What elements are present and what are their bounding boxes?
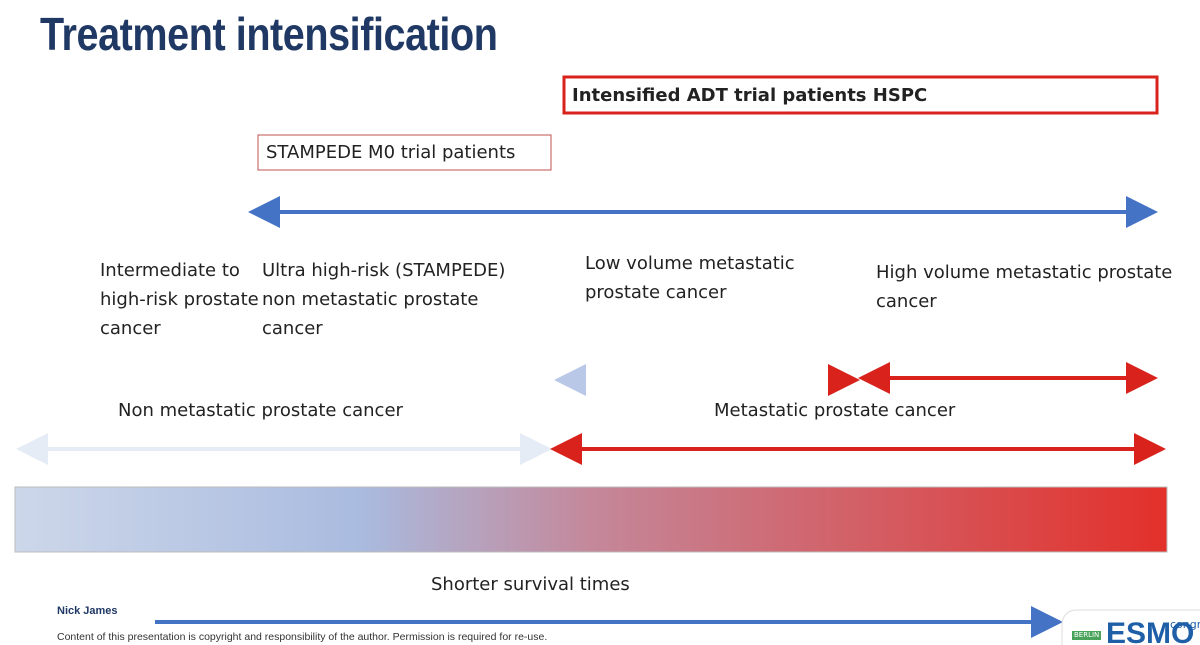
stage-label: Low volume metastatic prostate cancer	[585, 253, 795, 303]
stage-label: Ultra high-risk (STAMPEDE) non metastati…	[262, 260, 506, 339]
stampede-label: STAMPEDE M0 trial patients	[266, 142, 516, 163]
stage-label: Intermediate to high-risk prostate cance…	[100, 260, 259, 339]
intensified-label: Intensified ADT trial patients HSPC	[572, 85, 928, 106]
survival-gradient	[14, 486, 1168, 553]
author: Nick James	[57, 605, 118, 617]
section-label: Non metastatic prostate cancer	[118, 400, 403, 421]
logo-suffix: congr	[1170, 618, 1200, 631]
title: Treatment intensification	[40, 8, 498, 60]
copyright: Content of this presentation is copyrigh…	[57, 631, 548, 643]
gradient-label: Shorter survival times	[431, 574, 630, 595]
intensified-box	[562, 75, 1159, 115]
section-label: Metastatic prostate cancer	[714, 400, 956, 421]
stage-label: High volume metastatic prostate cancer	[876, 262, 1173, 312]
logo-city: BERLIN	[1072, 631, 1102, 640]
logo: ESMO	[1106, 617, 1195, 645]
stampede-box	[257, 134, 552, 171]
